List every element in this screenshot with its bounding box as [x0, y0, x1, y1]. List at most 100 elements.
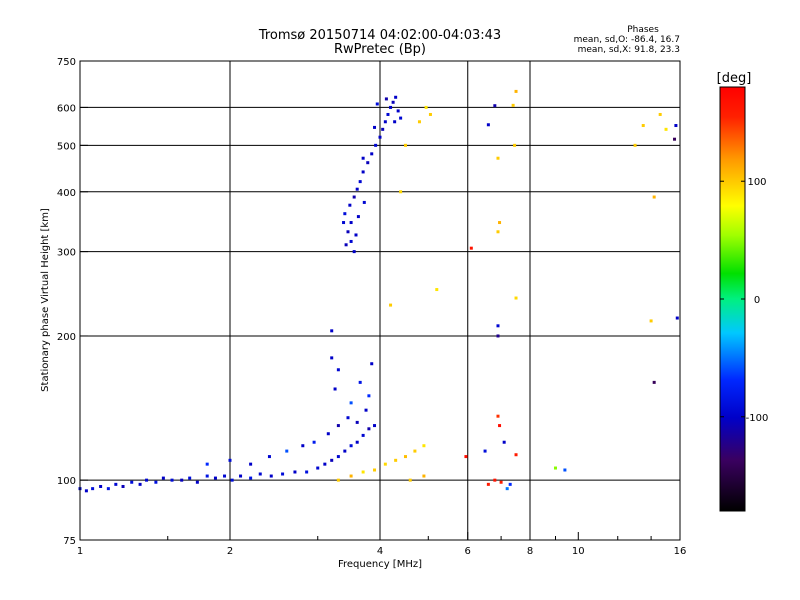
data-point — [258, 472, 262, 476]
data-point — [486, 123, 490, 127]
data-point — [675, 316, 679, 320]
data-point — [355, 440, 359, 444]
data-point — [346, 416, 350, 420]
data-point — [326, 432, 330, 436]
colorbar-tick-label: -100 — [746, 413, 769, 424]
data-point — [180, 478, 184, 482]
colorbar-tick-label: 0 — [754, 295, 760, 306]
x-tick-label: 10 — [572, 546, 585, 557]
data-point — [370, 152, 374, 156]
data-point — [352, 250, 356, 254]
data-point — [370, 362, 374, 366]
data-point — [413, 449, 417, 453]
data-point — [188, 476, 192, 480]
data-point — [138, 482, 142, 486]
data-point — [498, 221, 502, 225]
data-point — [358, 180, 362, 184]
y-tick-label: 100 — [57, 476, 76, 487]
data-point — [496, 324, 500, 328]
data-point — [496, 334, 500, 338]
data-point — [658, 112, 662, 116]
data-point — [424, 105, 428, 109]
y-tick-label: 600 — [57, 103, 76, 114]
data-point — [389, 303, 393, 307]
data-point — [336, 368, 340, 372]
data-point — [349, 239, 353, 243]
data-point — [355, 420, 359, 424]
data-point — [354, 233, 358, 237]
data-point — [384, 97, 388, 101]
data-point — [464, 455, 468, 459]
data-point — [649, 319, 653, 323]
data-point — [422, 444, 426, 448]
data-point — [330, 458, 334, 462]
data-point — [514, 453, 518, 457]
data-point — [230, 478, 234, 482]
data-point — [383, 462, 387, 466]
data-point — [352, 195, 356, 199]
data-point — [408, 478, 412, 482]
data-point — [154, 480, 158, 484]
data-point — [396, 109, 400, 113]
data-point — [336, 424, 340, 428]
data-points-layer — [78, 89, 679, 493]
x-tick-label: 6 — [465, 546, 471, 557]
data-point — [228, 458, 232, 462]
data-point — [553, 466, 557, 470]
data-point — [373, 468, 377, 472]
data-point — [205, 474, 209, 478]
data-point — [195, 480, 199, 484]
data-point — [496, 156, 500, 160]
data-point — [333, 387, 337, 391]
data-point — [563, 468, 567, 472]
data-point — [367, 394, 371, 398]
data-point — [366, 161, 370, 165]
data-point — [348, 203, 352, 207]
data-point — [249, 476, 253, 480]
data-point — [652, 195, 656, 199]
data-point — [499, 480, 503, 484]
data-point — [375, 102, 379, 106]
data-point — [361, 170, 365, 174]
data-point — [364, 408, 368, 412]
data-point — [674, 124, 678, 128]
y-tick-label: 75 — [63, 536, 76, 547]
data-point — [343, 212, 347, 216]
data-point — [361, 433, 365, 437]
y-axis-ticks: 75 100 200 300 400 500 600 750 — [57, 57, 88, 547]
data-point — [511, 103, 515, 107]
data-point — [349, 474, 353, 478]
data-point — [383, 120, 387, 124]
data-point — [99, 484, 103, 488]
data-point — [316, 466, 320, 470]
data-point — [394, 458, 398, 462]
chart-subtitle: RwPretec (Bp) — [334, 42, 426, 57]
x-axis-ticks: 1 2 4 6 8 10 16 — [77, 532, 687, 557]
data-point — [267, 455, 271, 459]
data-point — [343, 449, 347, 453]
data-point — [358, 380, 362, 384]
data-point — [498, 424, 502, 428]
data-point — [508, 482, 512, 486]
x-tick-label: 4 — [377, 546, 383, 557]
x-tick-label: 8 — [527, 546, 533, 557]
data-point — [486, 482, 490, 486]
data-point — [386, 112, 390, 116]
y-tick-label: 750 — [57, 57, 76, 68]
data-point — [330, 356, 334, 360]
colorbar-label: [deg] — [717, 71, 752, 86]
data-point — [301, 444, 305, 448]
x-tick-label: 16 — [674, 546, 687, 557]
x-axis-label: Frequency [MHz] — [338, 559, 422, 570]
y-tick-label: 200 — [57, 332, 76, 343]
data-point — [223, 474, 227, 478]
data-point — [361, 156, 365, 160]
data-point — [106, 487, 110, 491]
data-point — [91, 487, 95, 491]
stats-x: mean, sd,X: 91.8, 23.3 — [578, 45, 680, 55]
data-point — [344, 243, 348, 247]
data-point — [652, 380, 656, 384]
data-point — [435, 288, 439, 292]
data-point — [496, 414, 500, 418]
data-point — [145, 478, 149, 482]
